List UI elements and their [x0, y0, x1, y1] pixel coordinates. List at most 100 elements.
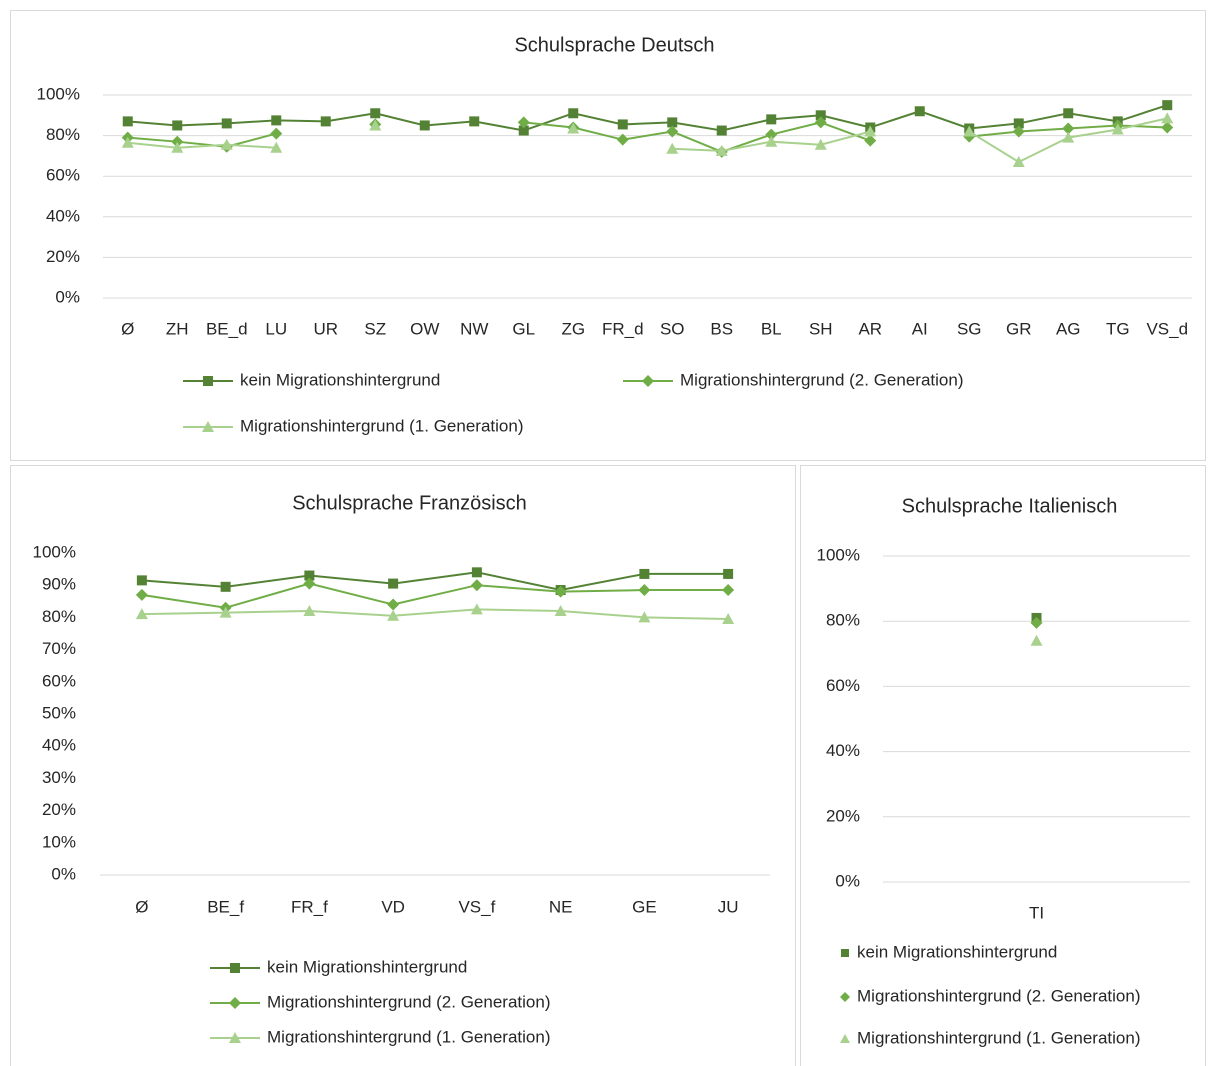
marker — [554, 604, 567, 616]
y-tick-label: 40% — [42, 736, 76, 755]
marker — [554, 585, 567, 598]
chart-frame — [800, 465, 1206, 1066]
marker — [1111, 123, 1124, 135]
y-tick-label: 50% — [42, 703, 76, 722]
marker — [230, 963, 240, 973]
marker — [864, 134, 877, 147]
legend-label: kein Migrationshintergrund — [857, 942, 1057, 961]
marker — [568, 108, 579, 119]
y-tick-label: 0% — [835, 871, 860, 890]
marker — [517, 116, 530, 129]
y-tick-label: 70% — [42, 639, 76, 658]
marker — [1162, 100, 1173, 111]
marker — [270, 141, 283, 153]
marker — [122, 116, 133, 127]
marker — [270, 127, 283, 140]
x-tick-label: TG — [1106, 319, 1130, 338]
marker — [1161, 112, 1174, 124]
x-tick-label: AR — [858, 319, 882, 338]
marker — [1030, 616, 1043, 629]
marker — [229, 997, 241, 1009]
marker — [470, 579, 483, 592]
y-tick-label: 0% — [51, 864, 76, 883]
y-tick-label: 0% — [55, 287, 80, 306]
chart-title: Schulsprache Deutsch — [514, 34, 714, 56]
legend-label: Migrationshintergrund (2. Generation) — [267, 992, 550, 1011]
marker — [1161, 121, 1174, 134]
x-tick-label: NE — [549, 897, 573, 916]
marker — [172, 120, 183, 131]
legend-label: Migrationshintergrund (1. Generation) — [267, 1027, 550, 1046]
marker — [469, 116, 480, 127]
y-tick-label: 100% — [37, 84, 80, 103]
y-tick-label: 10% — [42, 832, 76, 851]
legend-label: kein Migrationshintergrund — [240, 370, 440, 389]
marker — [471, 567, 482, 578]
marker — [1012, 155, 1025, 167]
marker — [387, 598, 400, 611]
x-tick-label: SO — [660, 319, 685, 338]
marker — [617, 119, 628, 130]
y-tick-label: 20% — [826, 806, 860, 825]
marker — [716, 125, 727, 136]
marker — [387, 609, 400, 621]
marker — [303, 604, 316, 616]
marker — [136, 575, 147, 586]
marker — [1062, 122, 1075, 135]
marker — [567, 122, 580, 134]
chart-frame — [10, 10, 1206, 461]
x-tick-label: NW — [460, 319, 488, 338]
y-tick-label: 100% — [817, 545, 860, 564]
y-tick-label: 60% — [826, 676, 860, 695]
x-tick-label: LU — [265, 319, 287, 338]
x-tick-label: Ø — [121, 319, 134, 338]
x-tick-label: ZH — [166, 319, 189, 338]
x-tick-label: GL — [512, 319, 535, 338]
x-tick-label: BL — [761, 319, 782, 338]
x-tick-label: FR_d — [602, 319, 644, 338]
x-tick-label: ZG — [561, 319, 585, 338]
marker — [814, 116, 827, 129]
marker — [370, 108, 381, 119]
marker — [1062, 131, 1075, 143]
marker — [638, 611, 651, 623]
y-tick-label: 80% — [46, 125, 80, 144]
marker — [963, 125, 976, 137]
series-line — [141, 571, 729, 592]
x-tick-label: UR — [313, 319, 338, 338]
marker — [135, 608, 148, 620]
marker — [765, 128, 778, 141]
marker — [202, 421, 214, 432]
x-tick-label: AG — [1056, 319, 1081, 338]
marker — [642, 375, 654, 387]
marker — [814, 138, 827, 150]
x-tick-label: Ø — [135, 897, 148, 916]
marker — [914, 106, 925, 117]
legend-label: kein Migrationshintergrund — [267, 957, 467, 976]
y-tick-label: 60% — [42, 671, 76, 690]
marker — [1013, 118, 1024, 129]
marker — [723, 568, 734, 579]
marker — [864, 125, 877, 137]
y-tick-label: 20% — [42, 800, 76, 819]
y-tick-label: 90% — [42, 575, 76, 594]
marker — [1063, 108, 1074, 119]
x-tick-label: BE_f — [207, 897, 244, 916]
marker — [815, 110, 826, 121]
marker — [303, 577, 316, 590]
marker — [171, 141, 184, 153]
y-tick-label: 80% — [42, 607, 76, 626]
y-tick-label: 40% — [826, 741, 860, 760]
x-tick-label: SG — [957, 319, 982, 338]
marker — [219, 606, 232, 618]
marker — [766, 114, 777, 125]
marker — [135, 588, 148, 601]
marker — [667, 117, 678, 128]
series-line — [127, 104, 1168, 132]
x-tick-label: FR_f — [291, 897, 328, 916]
marker — [765, 135, 778, 147]
x-tick-label: GE — [632, 897, 657, 916]
series-line — [141, 582, 729, 609]
x-tick-label: SH — [809, 319, 833, 338]
x-tick-label: BE_d — [206, 319, 248, 338]
